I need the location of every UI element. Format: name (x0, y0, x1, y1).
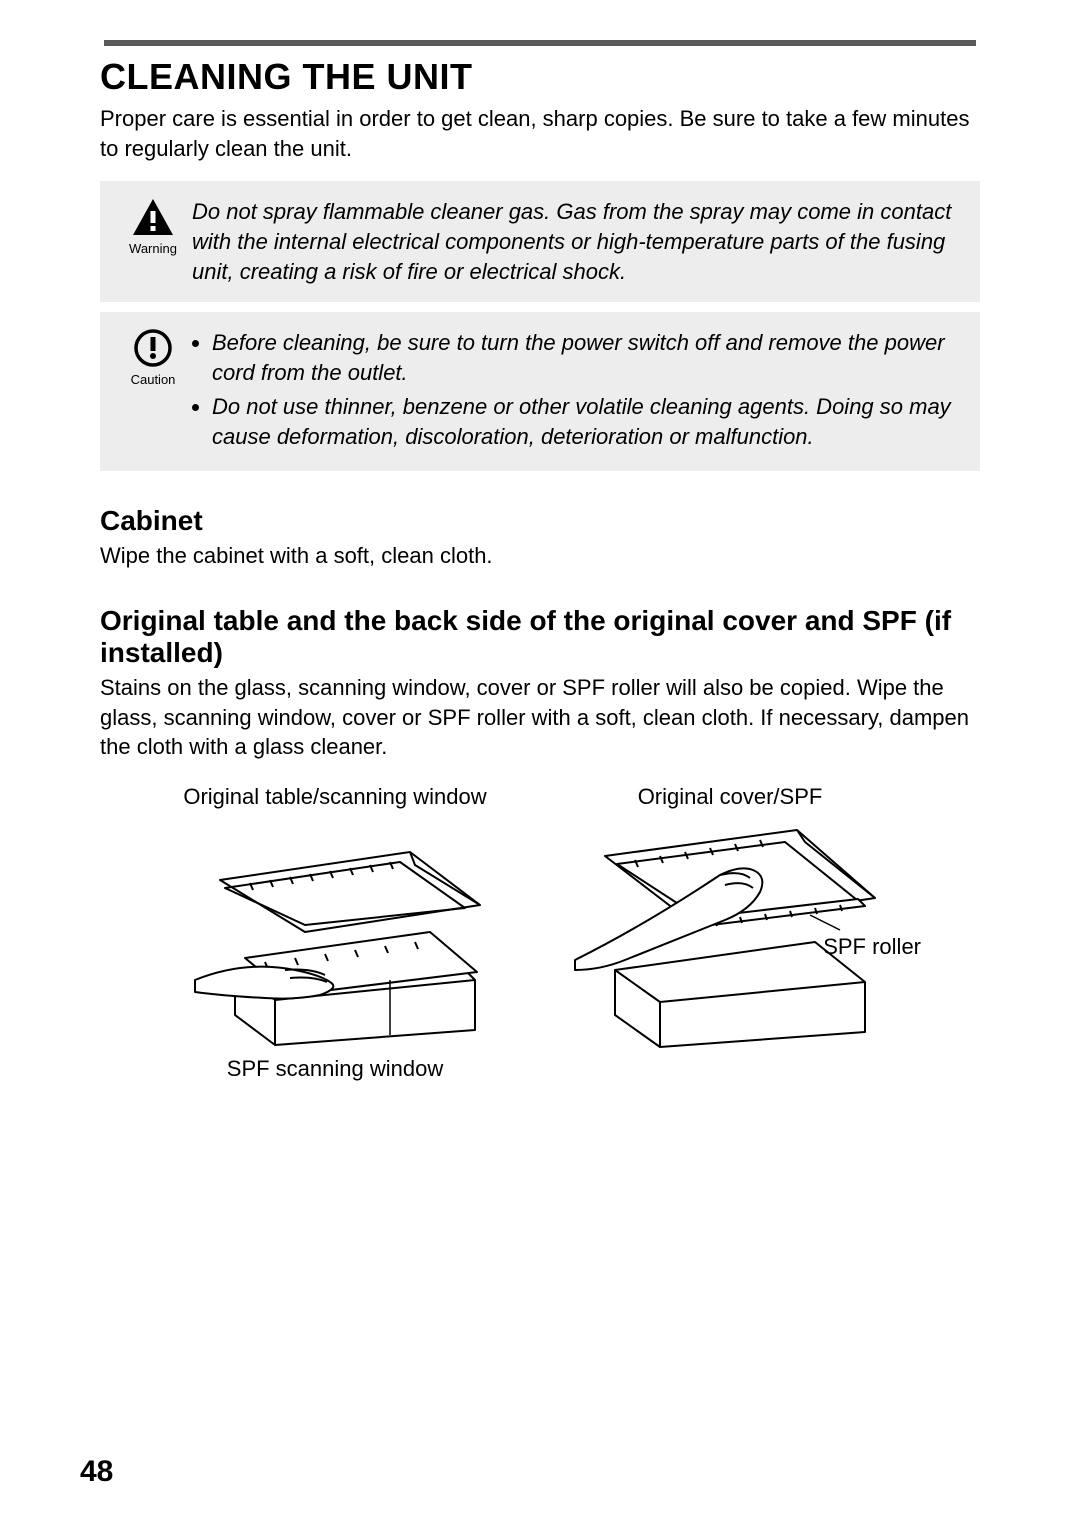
cabinet-text: Wipe the cabinet with a soft, clean clot… (100, 541, 980, 571)
spf-roller-label: SPF roller (823, 934, 921, 960)
warning-label: Warning (129, 241, 177, 257)
figure-left: Original table/scanning window (165, 784, 505, 1082)
original-text: Stains on the glass, scanning window, co… (100, 673, 980, 762)
intro-paragraph: Proper care is essential in order to get… (100, 104, 980, 163)
figures-row: Original table/scanning window (100, 784, 980, 1082)
cabinet-heading: Cabinet (100, 505, 980, 537)
caution-bullet: Do not use thinner, benzene or other vol… (212, 392, 966, 451)
top-rule (104, 40, 976, 46)
caution-callout: Caution Before cleaning, be sure to turn… (100, 312, 980, 471)
caution-icon: Caution (114, 328, 192, 388)
figure-left-caption-top: Original table/scanning window (183, 784, 486, 810)
figure-right: Original cover/SPF (545, 784, 915, 1082)
figure-left-caption-bottom: SPF scanning window (227, 1056, 443, 1082)
figure-right-caption-top: Original cover/SPF (638, 784, 823, 810)
caution-bullet: Before cleaning, be sure to turn the pow… (212, 328, 966, 387)
caution-text: Before cleaning, be sure to turn the pow… (192, 328, 966, 455)
page-number: 48 (80, 1455, 113, 1489)
warning-icon: Warning (114, 197, 192, 257)
original-heading: Original table and the back side of the … (100, 605, 980, 669)
section-title: CLEANING THE UNIT (100, 56, 980, 98)
warning-callout: Warning Do not spray flammable cleaner g… (100, 181, 980, 302)
copier-illustration-left (165, 820, 505, 1050)
caution-label: Caution (131, 372, 176, 388)
warning-text: Do not spray flammable cleaner gas. Gas … (192, 197, 966, 286)
